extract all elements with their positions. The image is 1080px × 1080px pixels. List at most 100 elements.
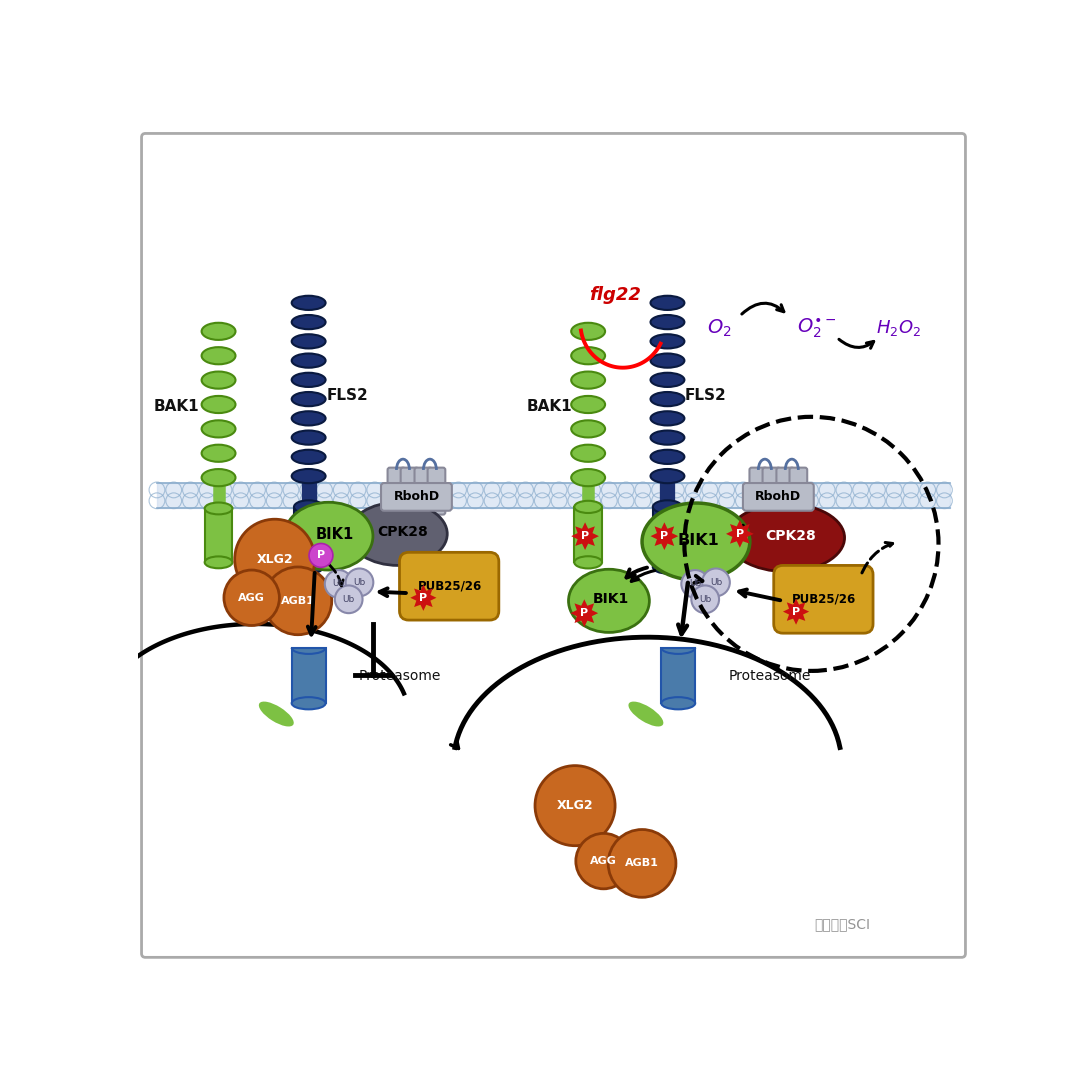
- Ellipse shape: [652, 500, 683, 513]
- Polygon shape: [410, 584, 436, 611]
- Text: CPK28: CPK28: [766, 529, 816, 543]
- Ellipse shape: [652, 561, 683, 573]
- Circle shape: [335, 585, 363, 613]
- FancyBboxPatch shape: [750, 468, 767, 514]
- Polygon shape: [571, 523, 599, 550]
- Circle shape: [681, 570, 710, 597]
- Ellipse shape: [292, 373, 325, 387]
- Text: $O_2$: $O_2$: [706, 318, 731, 339]
- Text: Ub: Ub: [342, 595, 355, 604]
- Text: FLS2: FLS2: [326, 388, 368, 403]
- Ellipse shape: [650, 431, 685, 445]
- Ellipse shape: [294, 500, 323, 513]
- Ellipse shape: [571, 396, 605, 413]
- FancyBboxPatch shape: [400, 552, 499, 620]
- Text: 植物科学SCI: 植物科学SCI: [814, 917, 870, 931]
- FancyBboxPatch shape: [292, 648, 325, 703]
- Ellipse shape: [568, 569, 649, 633]
- Ellipse shape: [292, 698, 325, 710]
- Ellipse shape: [575, 501, 602, 513]
- FancyBboxPatch shape: [415, 468, 432, 514]
- FancyBboxPatch shape: [294, 507, 323, 567]
- Circle shape: [234, 519, 314, 599]
- FancyBboxPatch shape: [652, 507, 683, 567]
- Text: BIK1: BIK1: [677, 532, 719, 548]
- Ellipse shape: [571, 372, 605, 389]
- Ellipse shape: [202, 372, 235, 389]
- Text: P: P: [792, 607, 800, 617]
- FancyBboxPatch shape: [205, 509, 232, 563]
- Circle shape: [608, 829, 676, 897]
- Ellipse shape: [292, 334, 325, 349]
- Text: Ub: Ub: [710, 578, 723, 586]
- FancyBboxPatch shape: [141, 134, 966, 957]
- Ellipse shape: [202, 469, 235, 486]
- FancyBboxPatch shape: [661, 648, 696, 703]
- Text: Ub: Ub: [689, 579, 701, 589]
- Ellipse shape: [292, 449, 325, 464]
- Circle shape: [691, 585, 719, 613]
- Text: AGB1: AGB1: [625, 859, 659, 868]
- Ellipse shape: [650, 334, 685, 349]
- Circle shape: [309, 543, 333, 567]
- Ellipse shape: [571, 323, 605, 340]
- Circle shape: [576, 834, 632, 889]
- Ellipse shape: [650, 353, 685, 367]
- Ellipse shape: [292, 431, 325, 445]
- Ellipse shape: [259, 702, 294, 727]
- Ellipse shape: [202, 420, 235, 437]
- Ellipse shape: [650, 469, 685, 483]
- Polygon shape: [570, 599, 598, 627]
- FancyBboxPatch shape: [388, 468, 405, 514]
- Polygon shape: [650, 523, 678, 550]
- Ellipse shape: [292, 296, 325, 310]
- Text: P: P: [316, 551, 325, 561]
- FancyBboxPatch shape: [773, 566, 873, 633]
- Ellipse shape: [292, 353, 325, 367]
- Ellipse shape: [294, 561, 323, 573]
- Ellipse shape: [728, 503, 845, 571]
- Ellipse shape: [202, 396, 235, 413]
- Text: XLG2: XLG2: [256, 553, 293, 566]
- Text: XLG2: XLG2: [557, 799, 593, 812]
- Text: CPK28: CPK28: [377, 525, 428, 539]
- Ellipse shape: [292, 411, 325, 426]
- Ellipse shape: [571, 347, 605, 364]
- Ellipse shape: [292, 315, 325, 329]
- Text: FLS2: FLS2: [685, 388, 727, 403]
- Text: Ub: Ub: [699, 595, 712, 604]
- Ellipse shape: [202, 347, 235, 364]
- Text: $O_2^{\bullet-}$: $O_2^{\bullet-}$: [797, 316, 837, 340]
- Text: P: P: [419, 593, 428, 603]
- Ellipse shape: [349, 502, 447, 566]
- Text: RbohD: RbohD: [755, 490, 801, 503]
- Text: AGG: AGG: [239, 593, 265, 603]
- Ellipse shape: [205, 502, 232, 514]
- Text: P: P: [580, 608, 589, 618]
- Text: AGB1: AGB1: [281, 596, 314, 606]
- Polygon shape: [726, 519, 754, 548]
- Circle shape: [325, 570, 352, 597]
- Text: Ub: Ub: [353, 578, 366, 586]
- Text: RbohD: RbohD: [393, 490, 440, 503]
- Text: flg22: flg22: [590, 286, 642, 305]
- FancyBboxPatch shape: [575, 507, 602, 563]
- Ellipse shape: [284, 502, 373, 570]
- FancyBboxPatch shape: [428, 468, 445, 514]
- Ellipse shape: [571, 445, 605, 462]
- Text: BIK1: BIK1: [592, 592, 629, 606]
- FancyBboxPatch shape: [762, 468, 780, 514]
- Ellipse shape: [650, 373, 685, 387]
- Ellipse shape: [650, 392, 685, 406]
- Text: PUB25/26: PUB25/26: [418, 580, 482, 593]
- Ellipse shape: [650, 449, 685, 464]
- FancyBboxPatch shape: [381, 483, 451, 511]
- Ellipse shape: [629, 702, 663, 727]
- Ellipse shape: [292, 469, 325, 483]
- FancyBboxPatch shape: [401, 468, 418, 514]
- Text: BAK1: BAK1: [153, 400, 199, 415]
- Ellipse shape: [202, 445, 235, 462]
- Circle shape: [535, 766, 616, 846]
- FancyBboxPatch shape: [777, 468, 794, 514]
- Text: P: P: [581, 531, 589, 541]
